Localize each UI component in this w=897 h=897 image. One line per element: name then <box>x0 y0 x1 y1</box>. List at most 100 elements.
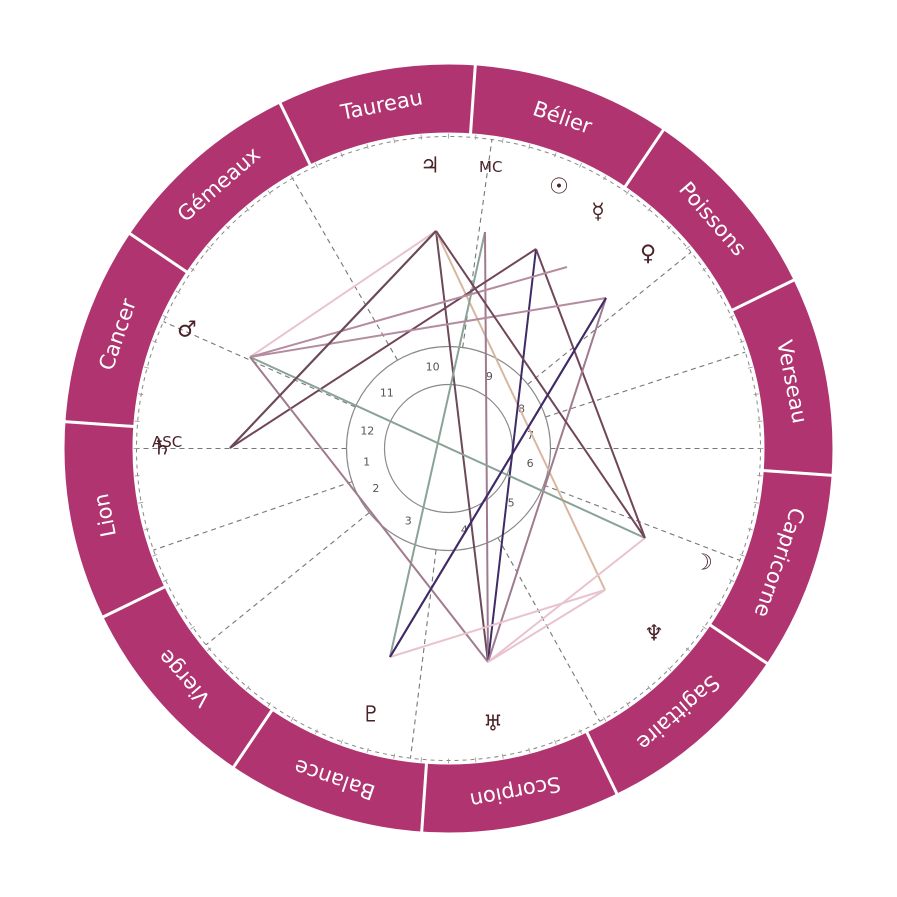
degree-tick <box>753 393 759 396</box>
planet-glyphs: ♃ ☉ ☿ ♀ ♂ ♄ ☽ ♆ ♅ ♇ <box>152 154 713 737</box>
sign-divider <box>231 708 274 769</box>
house-number-12: 12 <box>360 425 374 438</box>
sign-divider <box>623 128 666 189</box>
degree-tick <box>245 206 250 212</box>
degree-tick <box>603 175 607 181</box>
mc-label: MC <box>479 158 502 176</box>
degree-tick <box>393 138 396 144</box>
degree-tick <box>366 144 369 150</box>
degree-tick <box>685 647 691 652</box>
aspect-line <box>249 266 568 358</box>
degree-tick <box>152 554 158 557</box>
asc-label: ASC <box>152 433 182 451</box>
degree-tick <box>162 315 168 318</box>
house-cusp <box>543 484 740 561</box>
house-number-1: 1 <box>363 456 370 469</box>
degree-tick <box>579 162 582 168</box>
degree-tick <box>366 747 369 753</box>
degree-tick <box>175 603 181 607</box>
house-cusp <box>153 481 353 551</box>
house-cusp <box>497 537 601 722</box>
degree-tick <box>340 739 343 745</box>
house-cusp <box>292 178 398 361</box>
degree-tick <box>729 579 735 582</box>
degree-tick <box>647 685 652 691</box>
degree-tick <box>579 729 582 735</box>
degree-tick <box>138 393 144 396</box>
degree-tick <box>554 739 557 745</box>
degree-tick <box>315 729 318 735</box>
sign-divider <box>101 585 167 619</box>
aspect-line <box>229 230 437 449</box>
house-cusp <box>527 251 692 385</box>
degree-tick <box>290 175 294 181</box>
uranus-icon: ♅ <box>483 712 503 737</box>
aspect-line <box>484 231 489 663</box>
degree-ticks <box>133 133 764 764</box>
house-number-7: 7 <box>527 429 534 442</box>
degree-tick <box>667 225 672 230</box>
aspect-line <box>229 248 537 449</box>
house-number-6: 6 <box>527 457 534 470</box>
sign-divider <box>762 468 833 477</box>
degree-tick <box>245 685 250 691</box>
aspect-line <box>249 356 646 539</box>
house-number-11: 11 <box>380 386 394 399</box>
degree-tick <box>528 144 531 150</box>
house-number-9: 9 <box>486 370 493 383</box>
house-number-8: 8 <box>518 402 525 415</box>
degree-tick <box>152 340 158 343</box>
sign-divider <box>64 420 135 429</box>
aspect-line <box>389 231 486 658</box>
aspect-line <box>389 589 606 658</box>
aspect-line <box>487 537 646 663</box>
sign-divider <box>420 762 429 833</box>
aspect-line <box>435 230 646 539</box>
zodiac-ring <box>64 64 833 833</box>
aspect-line <box>535 248 646 539</box>
degree-tick <box>225 225 230 230</box>
degree-tick <box>554 152 557 158</box>
house-cusp <box>462 139 493 348</box>
jupiter-icon: ♃ <box>420 154 440 179</box>
degree-tick <box>667 667 672 672</box>
sign-divider <box>278 101 312 167</box>
aspect-line <box>487 297 607 663</box>
degree-tick <box>225 667 230 672</box>
house-number-3: 3 <box>405 515 412 528</box>
degree-tick <box>739 340 745 343</box>
degree-tick <box>290 716 294 722</box>
degree-tick <box>267 702 272 707</box>
sign-divider <box>585 730 619 796</box>
moon-icon: ☽ <box>693 551 713 576</box>
degree-tick <box>206 245 212 250</box>
house-cusp <box>545 351 746 418</box>
degree-tick <box>267 190 272 195</box>
house-number-5: 5 <box>508 496 515 509</box>
aspect-line <box>249 230 437 358</box>
degree-tick <box>315 162 318 168</box>
aspect-line <box>389 297 607 658</box>
degree-tick <box>501 753 504 759</box>
degree-tick <box>144 366 150 369</box>
degree-tick <box>747 366 753 369</box>
degree-tick <box>716 290 722 294</box>
degree-tick <box>340 152 343 158</box>
house-cusp <box>163 321 356 408</box>
degree-tick <box>716 603 722 607</box>
house-cusp <box>205 512 370 646</box>
degree-tick <box>175 290 181 294</box>
angle-labels: ASC MC <box>152 158 502 451</box>
degree-tick <box>144 528 150 531</box>
degree-tick <box>685 245 691 250</box>
degree-tick <box>603 716 607 722</box>
degree-tick <box>739 554 745 557</box>
sign-divider <box>708 623 769 666</box>
house-number-10: 10 <box>426 361 440 374</box>
degree-tick <box>753 501 759 504</box>
house-number-4: 4 <box>461 523 468 536</box>
pluto-icon: ♇ <box>361 703 381 728</box>
degree-tick <box>138 501 144 504</box>
saturn-icon: ♄ <box>152 436 172 461</box>
